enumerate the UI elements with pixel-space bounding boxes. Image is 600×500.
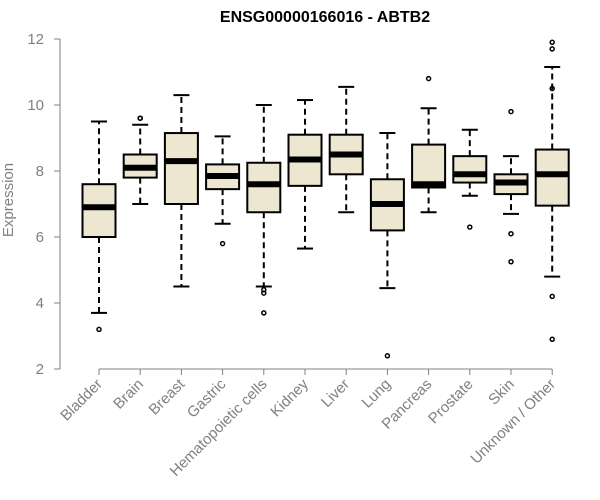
box-group [122, 115, 158, 205]
outlier-point [549, 39, 555, 46]
outlier-point [549, 293, 555, 300]
y-tick-label: 4 [36, 295, 44, 312]
outlier-point [425, 75, 432, 82]
iqr-box [163, 132, 199, 205]
y-tick-label: 6 [36, 229, 44, 246]
y-tick-label: 2 [36, 361, 44, 378]
box-group [205, 135, 241, 247]
x-category-label: Prostate [425, 376, 477, 428]
x-category-label: Liver [318, 376, 353, 411]
box-group [534, 39, 570, 343]
outlier-point [549, 46, 555, 52]
y-axis: 2 4 6 8 10 12 [27, 31, 61, 378]
outlier-point [96, 326, 102, 333]
outlier-point [549, 336, 555, 343]
box-group [452, 128, 488, 230]
y-tick-label: 8 [36, 163, 44, 180]
outlier-point [384, 353, 391, 359]
box-group [81, 120, 117, 333]
iqr-box [246, 161, 282, 214]
outlier-point [219, 240, 226, 247]
box-group [163, 94, 199, 288]
box-group [411, 75, 447, 214]
y-axis-title: Expression [0, 163, 17, 237]
outlier-point [549, 85, 555, 92]
outlier-point [508, 108, 514, 115]
iqr-box [411, 143, 447, 189]
x-category-label: Breast [146, 375, 189, 418]
y-tick-label: 12 [27, 31, 44, 48]
x-category-label: Lung [359, 376, 395, 412]
x-category-label: Bladder [57, 376, 106, 425]
outlier-point [467, 224, 473, 230]
outlier-point [261, 310, 267, 316]
outlier-point [508, 259, 514, 265]
outlier-point [261, 290, 267, 296]
box-group [493, 108, 529, 265]
iqr-box [81, 183, 117, 238]
x-category-label: Skin [485, 376, 518, 409]
chart-title: ENSG00000166016 - ABTB2 [220, 9, 430, 26]
plot-area [81, 39, 570, 359]
box-group [287, 99, 323, 250]
outlier-point [137, 115, 143, 121]
box-group [328, 85, 364, 214]
outlier-point [508, 230, 514, 237]
iqr-box [534, 148, 570, 207]
x-category-label: Brain [110, 376, 147, 413]
x-category-label: Kidney [267, 375, 312, 420]
box-group [246, 104, 282, 316]
y-tick-label: 10 [27, 97, 44, 114]
iqr-box [452, 155, 488, 184]
box-group [369, 132, 405, 359]
